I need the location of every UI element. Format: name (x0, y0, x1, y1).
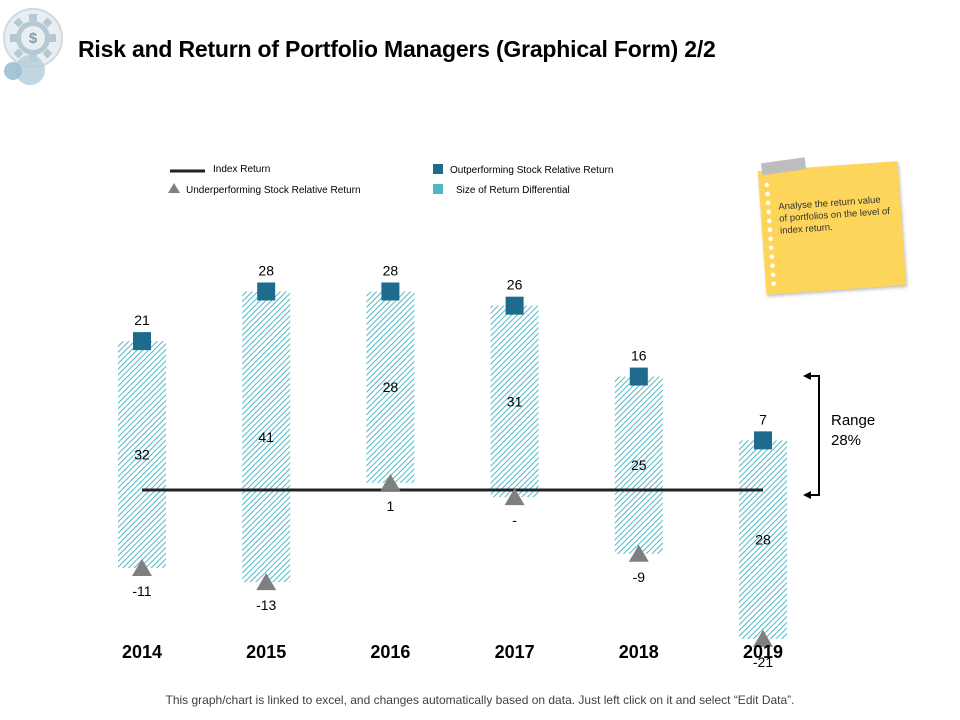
range-arrow-bottom-icon (803, 491, 811, 499)
differential-label-2019: 28 (755, 532, 771, 548)
x-tick-2017: 2017 (495, 642, 535, 662)
outperform-label-2018: 16 (631, 348, 647, 364)
differential-label-2015: 41 (258, 429, 274, 445)
outperform-label-2019: 7 (759, 411, 767, 427)
underperform-marker-2015 (256, 573, 277, 591)
range-bracket (806, 375, 820, 496)
underperform-label-2019: -21 (753, 654, 773, 670)
legend-underperform-swatch (168, 183, 180, 193)
differential-label-2018: 25 (631, 457, 647, 473)
differential-bar-2016 (366, 291, 415, 483)
legend-outperform-label: Outperforming Stock Relative Return (450, 165, 613, 176)
differential-bar-2018 (614, 376, 663, 554)
range-label: Range (831, 412, 875, 429)
differential-label-2017: 31 (507, 393, 523, 409)
legend-underperform-label: Underperforming Stock Relative Return (186, 185, 361, 196)
differential-bar-2014 (118, 341, 166, 568)
x-tick-2016: 2016 (370, 642, 410, 662)
legend-differential-swatch (433, 184, 443, 194)
underperform-label-2015: -13 (256, 597, 276, 613)
outperform-marker-2014 (133, 332, 151, 351)
outperform-label-2016: 28 (383, 262, 399, 278)
differential-bar-2019 (739, 440, 787, 639)
outperform-marker-2016 (381, 282, 400, 301)
sticky-note-text: Analyse the return value of portfolios o… (778, 194, 891, 237)
x-tick-2019: 2019 (743, 642, 783, 662)
underperform-label-2017: - (512, 512, 517, 528)
underperform-marker-2018 (628, 544, 649, 562)
underperform-label-2018: -9 (633, 569, 646, 585)
underperform-marker-2014 (132, 558, 152, 576)
svg-text:$: $ (29, 30, 38, 47)
range-arrow-top-icon (803, 372, 811, 380)
underperform-label-2014: -11 (132, 583, 151, 599)
outperform-label-2015: 28 (258, 262, 274, 278)
page-title: Risk and Return of Portfolio Managers (G… (78, 36, 716, 62)
x-tick-2014: 2014 (122, 642, 162, 662)
range-value: 28% (831, 432, 861, 449)
footer-note: This graph/chart is linked to excel, and… (165, 693, 795, 707)
differential-label-2016: 28 (383, 379, 399, 395)
gear-dollar-logo-icon: $ (3, 8, 63, 85)
underperform-marker-2019 (753, 629, 773, 647)
underperform-marker-2016 (380, 473, 401, 491)
x-tick-2015: 2015 (246, 642, 286, 662)
underperform-marker-2017 (504, 488, 525, 506)
sticky-note-binding (763, 180, 778, 289)
underperform-label-2016: 1 (387, 498, 395, 514)
outperform-marker-2019 (754, 431, 772, 450)
differential-bar-2017 (490, 305, 539, 498)
outperform-label-2017: 26 (507, 277, 523, 293)
chart-legend: Index Return Outperforming Stock Relativ… (168, 164, 613, 196)
sticky-note: Analyse the return value of portfolios o… (757, 157, 907, 295)
outperform-marker-2015 (257, 282, 276, 301)
x-tick-2018: 2018 (619, 642, 659, 662)
legend-index-label: Index Return (213, 164, 270, 175)
legend-differential-label: Size of Return Differential (456, 185, 570, 196)
outperform-marker-2018 (629, 367, 648, 386)
differential-label-2014: 32 (134, 447, 150, 463)
legend-outperform-swatch (433, 164, 443, 174)
outperform-marker-2017 (505, 296, 524, 315)
differential-bar-2015 (242, 291, 291, 583)
range-annotation: Range 28% (803, 372, 875, 499)
outperform-label-2014: 21 (134, 312, 150, 328)
